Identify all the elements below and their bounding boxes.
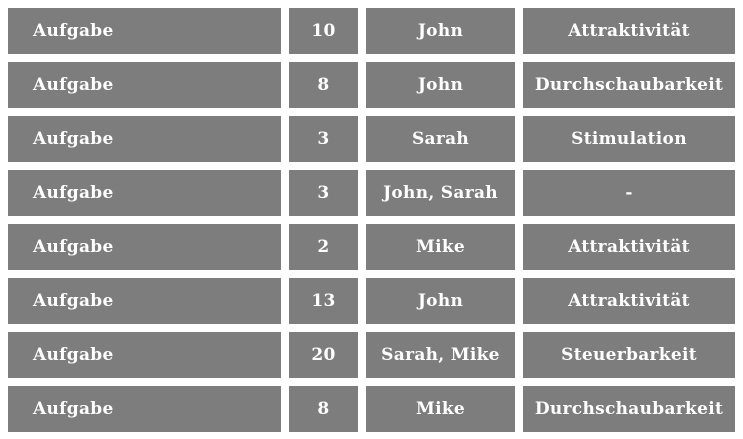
table-row: Aufgabe 3 John, Sarah - [8, 170, 735, 216]
category-cell: - [523, 170, 735, 216]
value-cell: 8 [289, 62, 358, 108]
value-cell: 3 [289, 116, 358, 162]
table-row: Aufgabe 20 Sarah, Mike Steuerbarkeit [8, 332, 735, 378]
value-cell: 10 [289, 8, 358, 54]
task-cell: Aufgabe [8, 224, 281, 270]
table-row: Aufgabe 3 Sarah Stimulation [8, 116, 735, 162]
names-cell: Mike [366, 224, 515, 270]
task-cell: Aufgabe [8, 332, 281, 378]
names-cell: Mike [366, 386, 515, 432]
names-cell: John [366, 8, 515, 54]
value-cell: 8 [289, 386, 358, 432]
category-cell: Durchschaubarkeit [523, 386, 735, 432]
table-row: Aufgabe 2 Mike Attraktivität [8, 224, 735, 270]
table-row: Aufgabe 8 John Durchschaubarkeit [8, 62, 735, 108]
names-cell: Sarah [366, 116, 515, 162]
value-cell: 20 [289, 332, 358, 378]
category-cell: Steuerbarkeit [523, 332, 735, 378]
category-cell: Attraktivität [523, 224, 735, 270]
task-cell: Aufgabe [8, 170, 281, 216]
task-cell: Aufgabe [8, 116, 281, 162]
category-cell: Durchschaubarkeit [523, 62, 735, 108]
task-cell: Aufgabe [8, 278, 281, 324]
category-cell: Attraktivität [523, 8, 735, 54]
table-row: Aufgabe 10 John Attraktivität [8, 8, 735, 54]
task-cell: Aufgabe [8, 62, 281, 108]
names-cell: Sarah, Mike [366, 332, 515, 378]
category-cell: Attraktivität [523, 278, 735, 324]
names-cell: John [366, 278, 515, 324]
value-cell: 2 [289, 224, 358, 270]
task-cell: Aufgabe [8, 386, 281, 432]
task-cell: Aufgabe [8, 8, 281, 54]
table-row: Aufgabe 13 John Attraktivität [8, 278, 735, 324]
value-cell: 3 [289, 170, 358, 216]
task-table: Aufgabe 10 John Attraktivität Aufgabe 8 … [8, 8, 735, 432]
value-cell: 13 [289, 278, 358, 324]
category-cell: Stimulation [523, 116, 735, 162]
names-cell: John, Sarah [366, 170, 515, 216]
names-cell: John [366, 62, 515, 108]
table-row: Aufgabe 8 Mike Durchschaubarkeit [8, 386, 735, 432]
